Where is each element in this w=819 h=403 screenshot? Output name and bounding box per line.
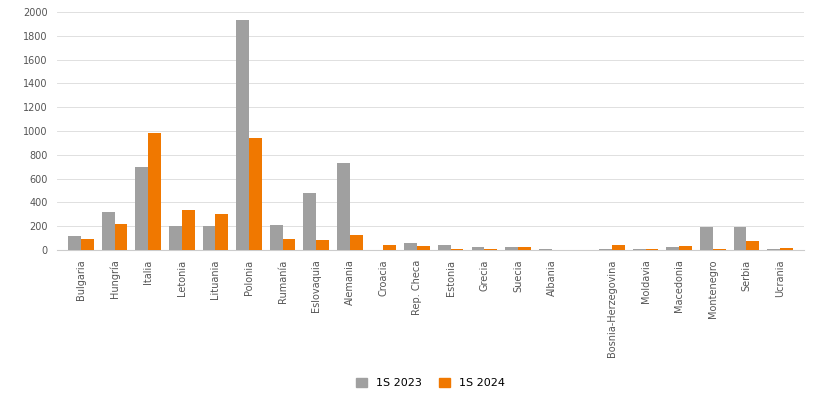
Bar [632,249,645,250]
Bar [215,214,228,250]
Bar [202,226,215,250]
Bar [102,212,115,250]
Bar [115,224,127,250]
Bar [135,167,148,250]
Bar [303,193,316,250]
Bar [699,227,712,250]
Bar [611,245,624,250]
Bar [81,239,93,250]
Bar [712,249,725,250]
Bar [538,249,551,250]
Bar [450,249,463,250]
Bar [505,247,518,250]
Bar [383,245,396,250]
Bar [767,249,779,250]
Bar [283,239,295,250]
Bar [182,210,194,250]
Bar [645,249,658,250]
Bar [471,247,484,250]
Bar [269,225,283,250]
Bar [599,249,611,250]
Bar [484,249,496,250]
Bar [779,248,792,250]
Bar [666,247,678,250]
Bar [249,137,261,250]
Bar [68,236,81,250]
Bar [518,247,530,250]
Bar [678,246,691,250]
Bar [169,226,182,250]
Bar [337,163,350,250]
Bar [350,235,362,250]
Bar [437,245,450,250]
Bar [316,240,328,250]
Bar [745,241,758,250]
Bar [417,246,429,250]
Bar [733,227,745,250]
Bar [236,21,249,250]
Legend: 1S 2023, 1S 2024: 1S 2023, 1S 2024 [352,375,508,392]
Bar [404,243,417,250]
Bar [148,133,161,250]
